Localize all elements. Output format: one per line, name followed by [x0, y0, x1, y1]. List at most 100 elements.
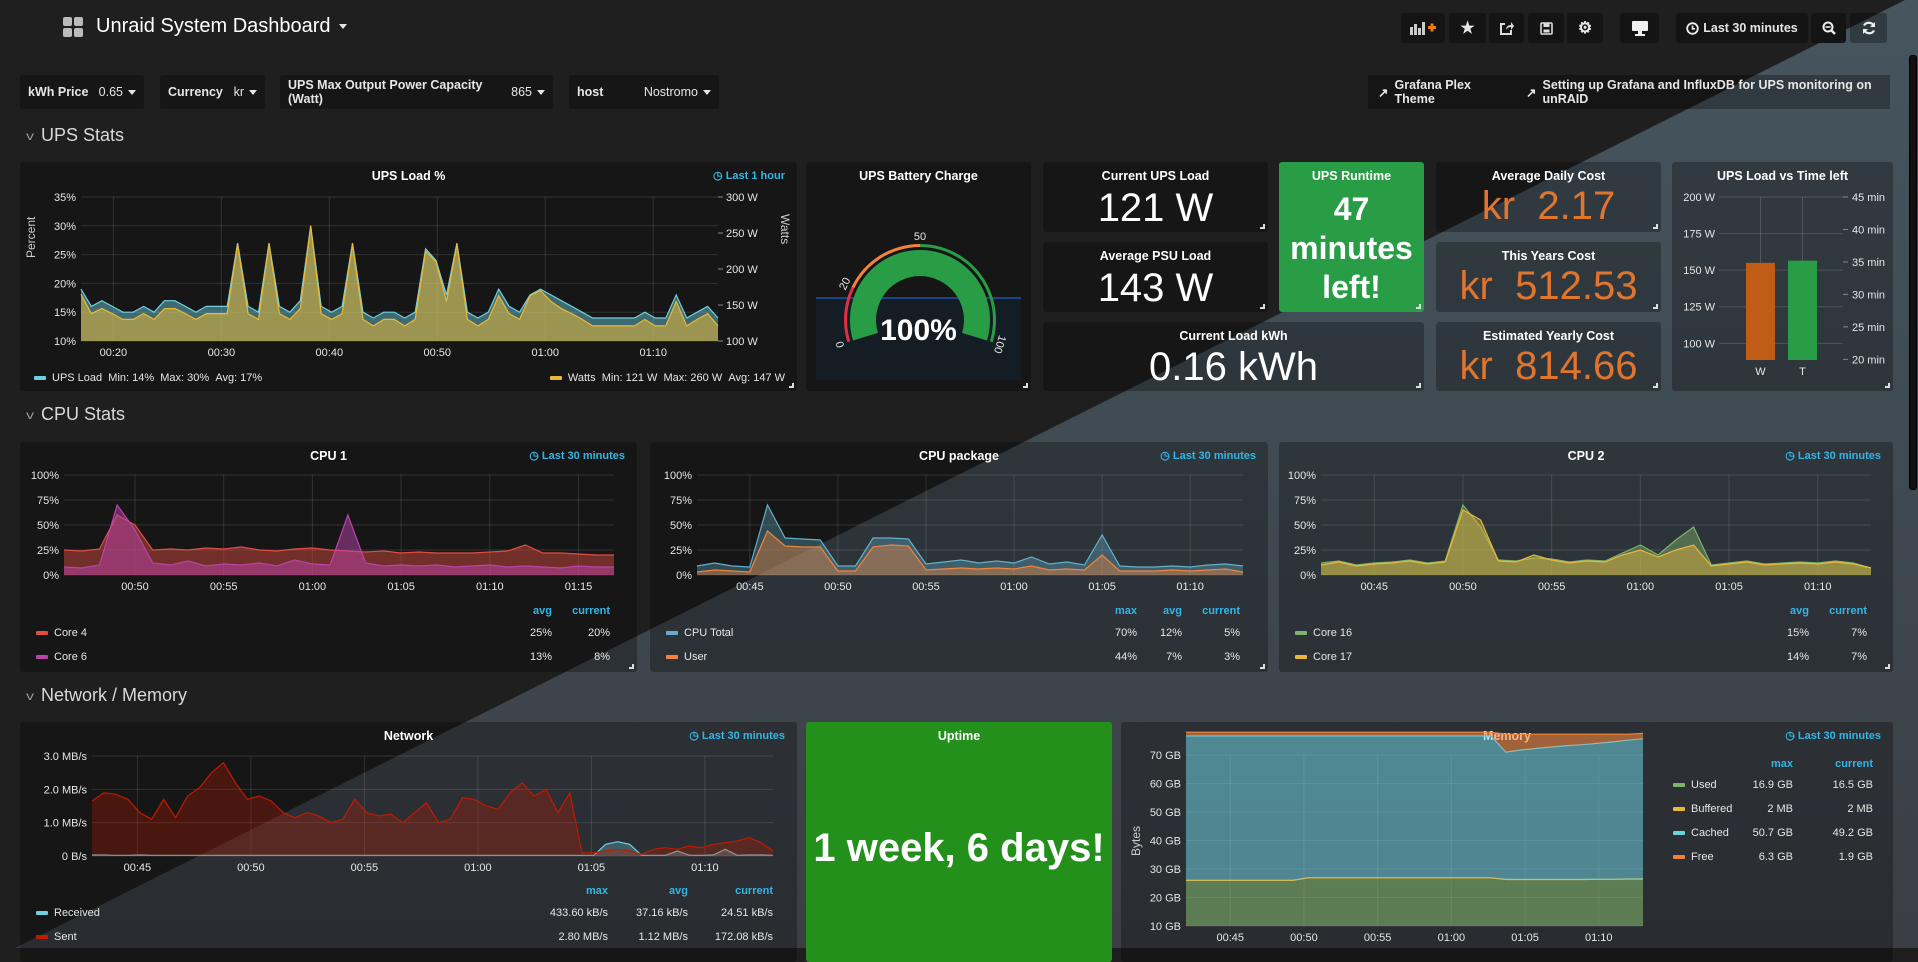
legend-watts[interactable]: Watts Min: 121 W Max: 260 W Avg: 147 W [549, 372, 785, 384]
resize-handle[interactable] [1260, 304, 1265, 309]
add-panel-button[interactable] [1401, 13, 1445, 43]
x-tick-label: 00:50 [824, 581, 852, 593]
series-line-free [1186, 731, 1644, 735]
panel-title[interactable]: Estimated Yearly Cost [1482, 329, 1615, 343]
resize-handle[interactable] [1416, 383, 1421, 388]
tv-mode-button[interactable] [1620, 13, 1659, 43]
x-tick-label: 01:05 [1088, 581, 1116, 593]
panel-title[interactable]: Current UPS Load [1101, 169, 1210, 183]
resize-handle[interactable] [1023, 383, 1028, 388]
resize-handle[interactable] [1653, 304, 1658, 309]
panel-title[interactable]: This Years Cost [1501, 249, 1596, 263]
resize-handle[interactable] [1885, 383, 1890, 388]
cost-value: 2.17 [1537, 184, 1616, 228]
dashboard-title-dropdown[interactable]: Unraid System Dashboard [96, 15, 347, 38]
resize-handle[interactable] [1416, 304, 1421, 309]
resize-handle[interactable] [1653, 224, 1658, 229]
panel-title[interactable]: Network [383, 729, 434, 743]
y-tick-label: 20 GB [1150, 893, 1181, 905]
series-line-user [696, 530, 1244, 573]
legend-swatch [666, 655, 678, 659]
legend-ups-load[interactable]: UPS Load Min: 14% Max: 30% Avg: 17% [34, 372, 262, 384]
variable-currency[interactable]: Currency kr [160, 75, 265, 109]
y-tick-label: 100% [1288, 470, 1316, 482]
x-tick-label: 00:50 [424, 347, 452, 359]
time-range-picker[interactable]: Last 30 minutes [1676, 13, 1808, 43]
gauge-value-arc [850, 249, 990, 341]
variable-label: host [577, 85, 604, 99]
panel-title[interactable]: CPU package [919, 449, 999, 463]
variable-value: 865 [511, 85, 532, 99]
y2-tick-label: 25 min [1852, 322, 1885, 334]
save-button[interactable] [1528, 13, 1564, 43]
panel-cpu-1: CPU 1 ◷ Last 30 minutes 0% 25% 50% 75% 100% 0… [20, 442, 637, 672]
link-setting-up-grafana[interactable]: ↗ Setting up Grafana and InfluxDB for UPS… [1516, 75, 1890, 109]
series-line-received [92, 841, 774, 856]
x-tick-label: 01:05 [387, 581, 415, 593]
panel-title[interactable]: UPS Load % [371, 169, 446, 183]
resize-handle[interactable] [1653, 383, 1658, 388]
series-line-core-16 [1320, 503, 1872, 569]
panel-ups-battery-charge: UPS Battery Charge 0 20 50 100 100% [806, 162, 1031, 391]
settings-button[interactable]: ⚙ [1567, 13, 1603, 43]
panel-title[interactable]: CPU 2 [1567, 449, 1605, 463]
y-tick-label: 20% [54, 278, 76, 290]
star-button[interactable]: ★ [1449, 13, 1486, 43]
resize-handle[interactable] [789, 383, 794, 388]
panel-title[interactable]: Average Daily Cost [1491, 169, 1606, 183]
row-ups-stats[interactable]: v UPS Stats [26, 125, 124, 146]
variable-ups-max-output[interactable]: UPS Max Output Power Capacity (Watt) 865 [280, 75, 553, 109]
link-grafana-plex-theme[interactable]: ↗ Grafana Plex Theme [1368, 75, 1516, 109]
row-network-memory[interactable]: v Network / Memory [26, 685, 187, 706]
series-area-sent [92, 762, 773, 856]
legend-series-name: Cached [1691, 827, 1729, 839]
legend-value: 13% [530, 651, 552, 663]
panel-title[interactable]: Uptime [937, 729, 981, 743]
panel-title[interactable]: Current Load kWh [1179, 329, 1288, 343]
row-cpu-stats[interactable]: v CPU Stats [26, 404, 125, 425]
legend-value: 12% [1160, 627, 1182, 639]
panel-title[interactable]: UPS Load vs Time left [1716, 169, 1849, 183]
x-tick-label: 01:00 [531, 347, 559, 359]
y-tick-label: 60 GB [1150, 779, 1181, 791]
share-button[interactable] [1489, 13, 1524, 43]
y-tick-label: 50% [37, 520, 59, 532]
variable-kwh-price[interactable]: kWh Price 0.65 [20, 75, 144, 109]
resize-handle[interactable] [1260, 664, 1265, 669]
legend-swatch [1295, 655, 1307, 659]
x-tick-label: 00:45 [736, 581, 764, 593]
series-area-cpu-total [697, 505, 1243, 575]
dashboard-grid-icon[interactable] [63, 17, 83, 37]
panel-title[interactable]: Average PSU Load [1099, 249, 1212, 263]
resize-handle[interactable] [629, 664, 634, 669]
gauge-threshold-band [851, 244, 920, 289]
series-line-sent [91, 761, 774, 855]
panel-title[interactable]: UPS Battery Charge [859, 169, 978, 183]
x-tick-label: 01:10 [476, 581, 504, 593]
scrollbar-thumb[interactable] [1909, 55, 1917, 490]
series-line-ups-load [80, 225, 719, 319]
legend-swatch [666, 631, 678, 635]
series-area-cached [1186, 735, 1643, 881]
panel-title[interactable]: CPU 1 [310, 449, 347, 463]
series-area-user [697, 531, 1243, 575]
clock-icon [1686, 21, 1699, 35]
resize-handle[interactable] [1260, 224, 1265, 229]
series-line-core-17 [1320, 509, 1872, 569]
resize-handle[interactable] [1885, 664, 1890, 669]
currency-prefix: kr [1459, 344, 1493, 388]
legend-column-header: current [735, 885, 773, 897]
variable-host[interactable]: host Nostromo [569, 75, 719, 109]
legend-value: 7% [1851, 627, 1867, 639]
legend-value: 20% [588, 627, 610, 639]
legend-value: 16.9 GB [1753, 779, 1793, 791]
panel-title[interactable]: UPS Runtime [1311, 169, 1392, 183]
stat-value: 1 week, 6 days! [813, 826, 1105, 870]
panel-ups-runtime: UPS Runtime 47 minutes left! [1279, 162, 1424, 312]
x-tick-label: 00:20 [100, 347, 128, 359]
series-area-used [1186, 877, 1643, 926]
time-range-label: Last 30 minutes [1703, 21, 1798, 35]
ups-load-chart: 10% 15% 20% 25% 30% 35% 100 W 150 W 200 W 250 W 30… [54, 192, 758, 359]
refresh-button[interactable] [1850, 13, 1887, 43]
zoom-out-button[interactable] [1811, 13, 1846, 43]
